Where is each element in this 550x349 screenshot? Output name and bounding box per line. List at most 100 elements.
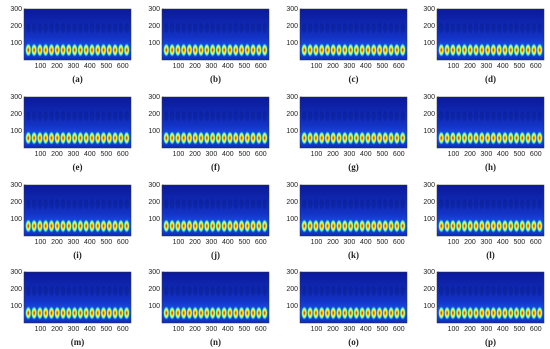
y-tick-label: 100 — [148, 303, 160, 310]
heatmap-faint — [31, 286, 37, 296]
heatmap-blob — [301, 43, 308, 57]
x-tick-label: 400 — [360, 63, 372, 70]
heatmap-faint — [444, 23, 450, 33]
plot-frame — [436, 184, 545, 237]
heatmap-blob — [353, 306, 360, 320]
heatmap-blob — [443, 43, 451, 57]
heatmap-blob — [174, 306, 182, 320]
x-tick-label: 100 — [35, 326, 47, 333]
heatmap-faint — [181, 111, 187, 121]
heatmap-blob — [438, 306, 445, 320]
heatmap-blob — [370, 43, 377, 57]
heatmap-faint — [169, 286, 175, 296]
y-tick-label: 200 — [286, 23, 298, 30]
y-tick-label: 200 — [286, 286, 298, 293]
heatmap-blob — [111, 219, 119, 233]
heatmap-faint — [307, 111, 313, 121]
heatmap-blob — [71, 219, 78, 233]
y-tick-label: 300 — [286, 182, 298, 189]
heatmap-blob — [312, 306, 320, 320]
heatmap-blob — [393, 306, 401, 320]
heatmap-faint — [467, 111, 473, 121]
y-tick-label: 200 — [148, 199, 160, 206]
heatmap-faint — [439, 23, 444, 33]
x-tick-label: 600 — [393, 63, 405, 70]
heatmap-blob — [478, 43, 486, 57]
panel: 100 200 300 400 500 600 100 200 300 (d) — [423, 6, 545, 84]
heatmap-blob — [249, 43, 257, 57]
heatmap-blob — [77, 219, 84, 233]
heatmap-faint — [365, 286, 371, 296]
heatmap-faint — [60, 23, 66, 33]
heatmap-blob — [82, 131, 90, 145]
heatmap-faint — [336, 286, 342, 296]
heatmap-faint — [462, 199, 467, 209]
heatmap-blob — [215, 306, 222, 320]
heatmap-blob — [335, 131, 343, 145]
heatmap-blob — [530, 306, 538, 320]
heatmap-faint — [382, 199, 388, 209]
heatmap-faint — [216, 23, 221, 33]
heatmap-faint — [78, 199, 83, 209]
heatmap-faint — [227, 199, 233, 209]
heatmap-blob — [467, 219, 474, 233]
heatmap-blob — [353, 43, 360, 57]
heatmap-blob — [88, 219, 96, 233]
y-tick-label: 200 — [148, 111, 160, 118]
heatmap-faint — [502, 199, 508, 209]
heatmap-faint — [342, 199, 348, 209]
x-tick-label: 100 — [35, 239, 47, 246]
heatmap-blob — [215, 131, 222, 145]
heatmap-faint — [164, 23, 169, 33]
heatmap-blob — [524, 219, 532, 233]
heatmap-faint — [508, 199, 514, 209]
heatmap-blob — [59, 43, 67, 57]
heatmap-faint — [537, 286, 542, 296]
x-tick-label: 400 — [360, 151, 372, 158]
heatmap-faint — [525, 199, 531, 209]
heatmap-blob — [364, 43, 372, 57]
heatmap-blob — [358, 306, 366, 320]
heatmap-faint — [60, 199, 66, 209]
heatmap-blob — [36, 131, 44, 145]
heatmap-faint — [354, 23, 359, 33]
heatmap-faint — [479, 111, 485, 121]
heatmap-faint — [330, 199, 336, 209]
x-tick-label: 100 — [448, 151, 460, 158]
heatmap-blob — [467, 306, 474, 320]
x-tick-label: 300 — [481, 151, 493, 158]
heatmap-blob — [393, 131, 401, 145]
heatmap-faint — [371, 286, 377, 296]
plot-frame — [161, 96, 270, 149]
heatmap-blob — [455, 131, 462, 145]
panel: 100 200 300 400 500 600 100 200 300 (b) — [148, 6, 270, 84]
heatmap-faint — [336, 199, 342, 209]
plot-frame — [23, 96, 132, 149]
panel-label: (n) — [210, 337, 221, 347]
heatmap-blob — [261, 306, 268, 320]
x-tick-label: 100 — [311, 326, 323, 333]
x-tick-label: 100 — [35, 63, 47, 70]
heatmap-blob — [168, 43, 176, 57]
panel-label: (g) — [348, 162, 359, 172]
x-tick-label: 100 — [448, 63, 460, 70]
heatmap-blob — [111, 131, 119, 145]
heatmap-faint — [262, 199, 267, 209]
heatmap-faint — [66, 286, 72, 296]
heatmap-blob — [220, 131, 228, 145]
heatmap-blob — [519, 219, 526, 233]
heatmap-faint — [101, 111, 106, 121]
heatmap-faint — [444, 286, 450, 296]
heatmap-blob — [163, 219, 170, 233]
heatmap-blob — [507, 219, 514, 233]
heatmap-blob — [174, 43, 182, 57]
heatmap-faint — [37, 23, 43, 33]
x-tick-label: 500 — [376, 63, 388, 70]
heatmap-blob — [123, 306, 130, 320]
heatmap-blob — [318, 219, 325, 233]
heatmap-blob — [244, 219, 251, 233]
heatmap-blob — [106, 131, 113, 145]
x-tick-label: 500 — [100, 63, 112, 70]
heatmap-blob — [36, 306, 44, 320]
